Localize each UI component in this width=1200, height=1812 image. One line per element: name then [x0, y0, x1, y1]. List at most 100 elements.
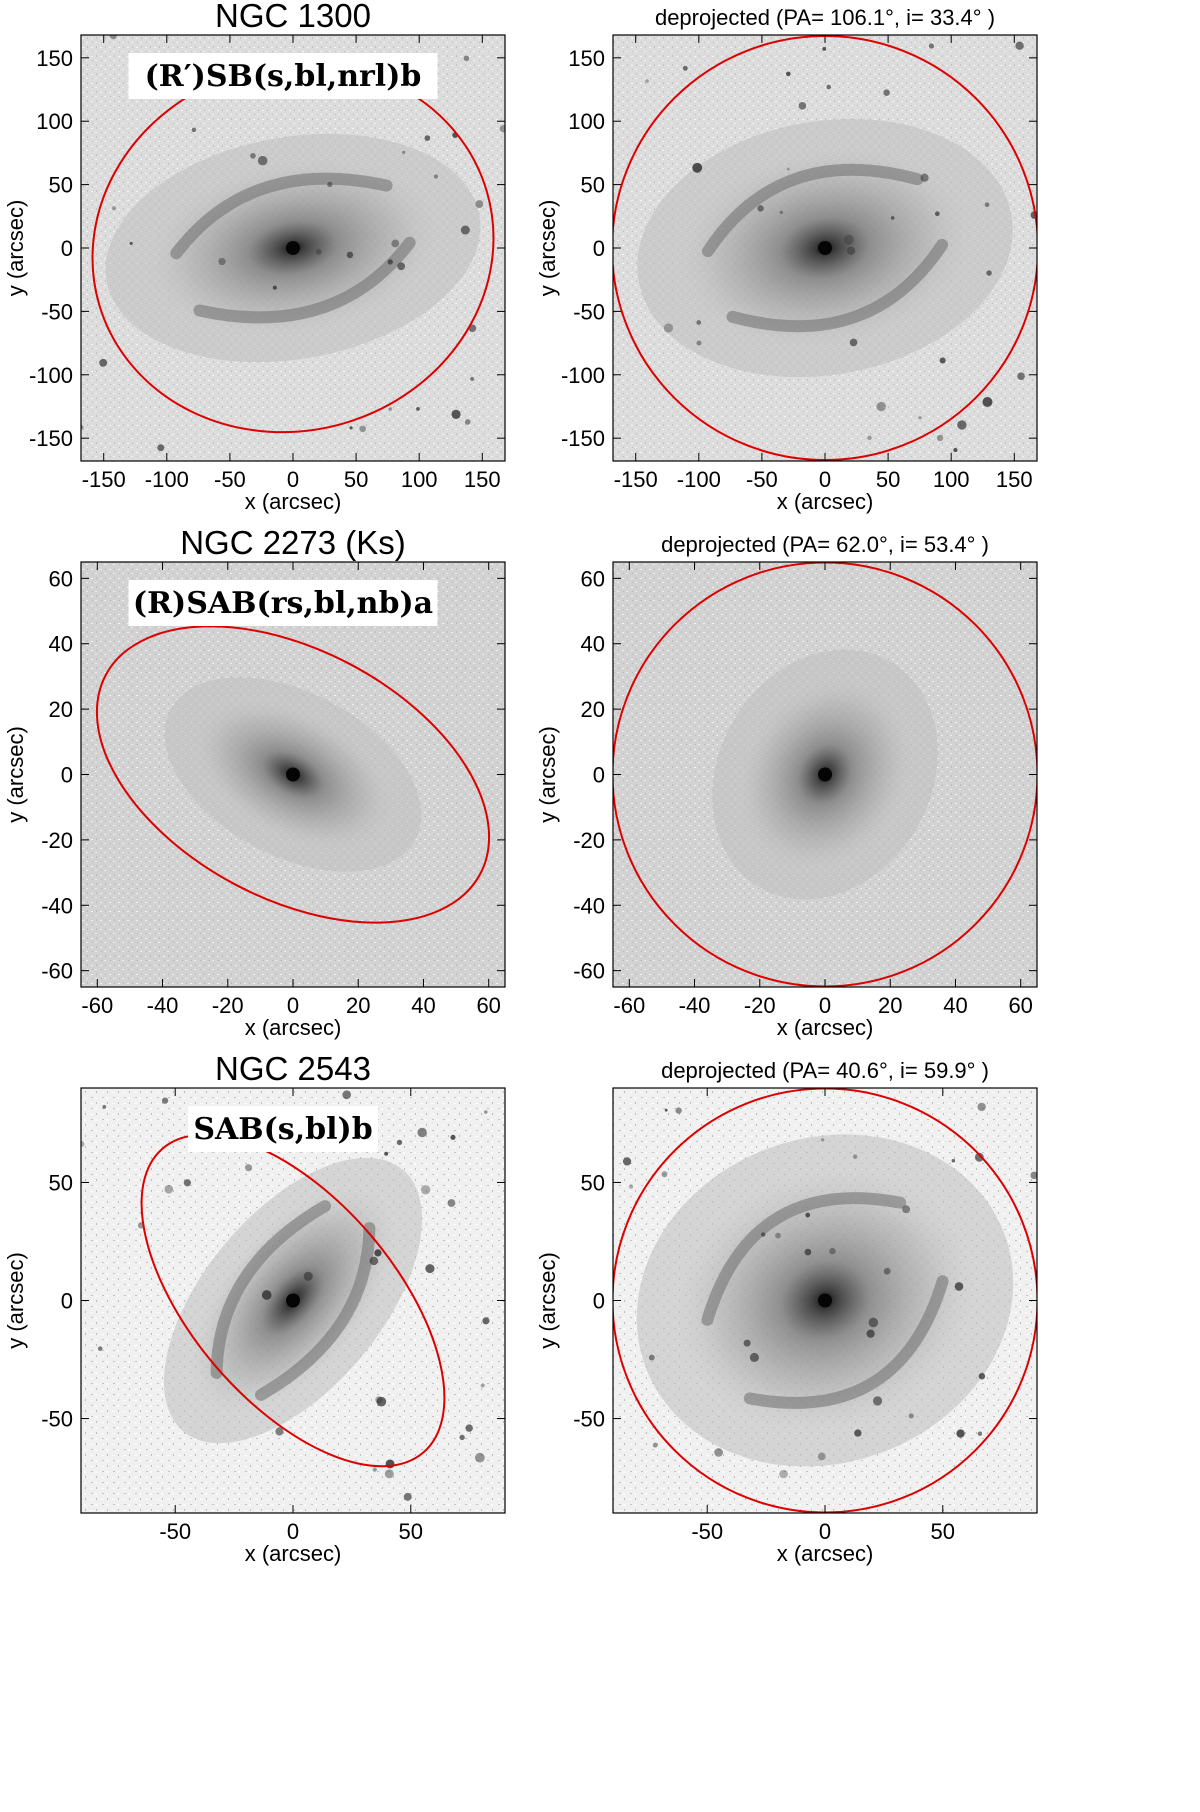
x-tick-label: 20 — [346, 993, 370, 1018]
field-star — [876, 401, 886, 412]
y-tick-label: 20 — [49, 697, 73, 722]
y-tick-label: -150 — [561, 426, 605, 451]
field-star — [475, 1452, 485, 1463]
x-axis-label: x (arcsec) — [777, 1015, 874, 1040]
field-star — [447, 1199, 456, 1207]
field-star — [1015, 41, 1024, 50]
field-star — [484, 1110, 488, 1114]
y-axis-label: y (arcsec) — [3, 200, 28, 297]
x-tick-label: -60 — [81, 993, 113, 1018]
field-star — [450, 1134, 456, 1140]
y-tick-label: 50 — [49, 1170, 73, 1195]
x-tick-label: -50 — [159, 1519, 191, 1544]
field-star — [191, 127, 197, 133]
x-tick-label: 0 — [819, 993, 831, 1018]
y-tick-label: 0 — [593, 763, 605, 788]
panel-title: NGC 2543 — [215, 1050, 371, 1087]
field-star — [460, 225, 470, 235]
field-star — [417, 1127, 427, 1138]
x-tick-label: 0 — [287, 993, 299, 1018]
spiral-arm — [743, 1275, 949, 1409]
x-axis-label: x (arcsec) — [245, 489, 342, 514]
y-tick-label: -20 — [573, 828, 605, 853]
x-tick-label: -50 — [746, 467, 778, 492]
field-star — [451, 409, 461, 419]
field-star — [760, 1232, 766, 1237]
field-star — [480, 1383, 485, 1388]
field-star — [928, 43, 934, 49]
x-tick-label: -150 — [614, 467, 658, 492]
y-tick-label: 0 — [61, 1289, 73, 1314]
y-tick-label: 50 — [581, 1170, 605, 1195]
y-tick-label: 50 — [581, 173, 605, 198]
field-star — [648, 1354, 655, 1361]
field-star — [372, 1467, 377, 1472]
field-star — [822, 47, 827, 51]
panels-layer: -150 -150 -100 -100 -50 -50 0 0 50 50 100 100 150 150… — [3, 0, 1038, 1566]
field-star — [1030, 1171, 1037, 1180]
field-star — [696, 320, 702, 325]
field-star — [183, 1179, 192, 1187]
y-tick-label: -20 — [41, 828, 73, 853]
field-star — [464, 419, 471, 425]
x-tick-label: 100 — [401, 467, 438, 492]
y-tick-label: 100 — [36, 109, 73, 134]
field-star — [111, 206, 116, 211]
field-star — [387, 259, 393, 265]
spiral-arm — [726, 238, 949, 333]
galaxy-image — [613, 35, 1037, 461]
field-star — [475, 200, 484, 208]
field-star — [936, 434, 944, 442]
y-tick-label: 60 — [581, 566, 605, 591]
morphology-label-box — [128, 53, 438, 99]
field-star — [982, 396, 993, 407]
x-tick-label: 150 — [996, 467, 1033, 492]
x-tick-label: -150 — [82, 467, 126, 492]
x-tick-label: -100 — [677, 467, 721, 492]
spiral-arm — [193, 236, 416, 324]
panel-ngc2543-observed: -50 -50 0 0 50 50 x (arcsec) y (arcsec) NGC 2543… — [3, 1050, 506, 1566]
field-star — [403, 1492, 412, 1501]
field-star — [696, 340, 702, 346]
field-star — [852, 1154, 858, 1159]
spiral-arm — [254, 1222, 376, 1401]
x-tick-label: 60 — [476, 993, 500, 1018]
y-axis-label: y (arcsec) — [535, 726, 560, 823]
field-star — [388, 407, 392, 411]
x-axis-label: x (arcsec) — [245, 1541, 342, 1566]
morphology-label-box — [188, 1106, 378, 1152]
field-star — [714, 1448, 723, 1457]
galaxy-image — [613, 562, 1037, 987]
galaxy-nucleus — [818, 241, 832, 255]
field-star — [396, 1139, 403, 1146]
field-star — [349, 426, 353, 430]
y-axis-label: y (arcsec) — [535, 200, 560, 297]
x-tick-label: 0 — [819, 467, 831, 492]
field-star — [826, 84, 831, 90]
field-star — [470, 377, 475, 381]
field-star — [984, 202, 990, 207]
field-star — [97, 1346, 103, 1351]
y-tick-label: -60 — [573, 959, 605, 984]
field-star — [465, 1424, 473, 1432]
field-star — [986, 270, 992, 276]
field-star — [376, 1396, 387, 1407]
x-tick-label: 60 — [1008, 993, 1032, 1018]
field-star — [424, 135, 431, 141]
panel-ngc2273-deprojected: -60 -60 -40 -40 -20 -20 0 0 20 20 40 40 60 60 x (arcse… — [535, 532, 1038, 1040]
x-tick-label: 0 — [819, 1519, 831, 1544]
field-star — [843, 234, 854, 245]
field-star — [868, 1317, 879, 1328]
y-tick-label: 20 — [581, 697, 605, 722]
y-axis-label: y (arcsec) — [3, 726, 28, 823]
y-tick-label: -100 — [29, 363, 73, 388]
field-star — [829, 1247, 836, 1255]
x-tick-label: -20 — [744, 993, 776, 1018]
field-star — [257, 155, 268, 166]
field-star — [749, 1352, 759, 1362]
y-tick-label: 100 — [568, 109, 605, 134]
x-tick-label: 0 — [287, 1519, 299, 1544]
galaxy-image — [81, 562, 505, 987]
field-star — [433, 174, 438, 179]
y-tick-label: 50 — [49, 173, 73, 198]
